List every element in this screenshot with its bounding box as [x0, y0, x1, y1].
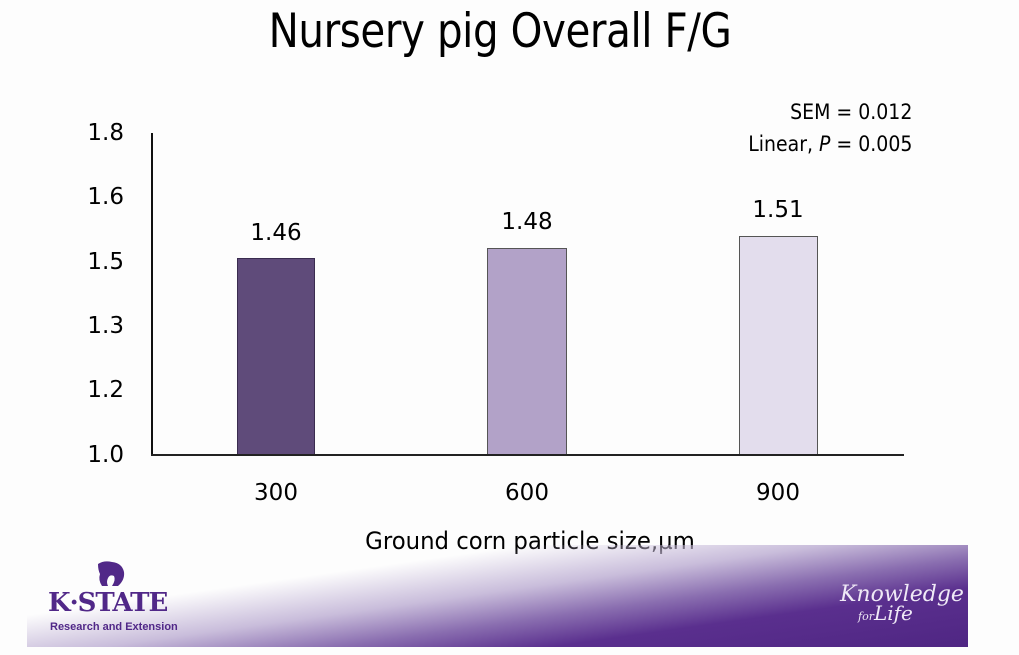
logo-subtitle: Research and Extension	[50, 621, 178, 633]
tagline-life: Life	[873, 601, 913, 625]
y-tick: 1.8	[87, 120, 124, 146]
tagline-for-life: forLife	[858, 601, 964, 625]
footer-band	[27, 545, 968, 647]
linear-p-label: Linear, P = 0.005	[748, 128, 912, 160]
y-tick: 1.5	[87, 249, 124, 275]
x-tick: 600	[505, 480, 549, 506]
x-axis	[151, 454, 904, 456]
y-axis	[151, 133, 153, 455]
y-tick: 1.2	[87, 377, 124, 403]
bar-value-label: 1.46	[250, 220, 302, 246]
bar-600	[487, 248, 567, 455]
tagline-knowledge: Knowledge	[840, 582, 964, 607]
bar-value-label: 1.48	[501, 209, 553, 235]
y-tick: 1.3	[87, 313, 124, 339]
x-tick: 900	[756, 480, 800, 506]
kstate-logo: K·STATE Research and Extension	[48, 560, 188, 640]
bar-value-label: 1.51	[752, 197, 804, 223]
y-tick: 1.6	[87, 184, 124, 210]
stats-annotation: SEM = 0.012 Linear, P = 0.005	[730, 96, 912, 160]
chart-title: Nursery pig Overall F/G	[268, 4, 732, 59]
sem-label: SEM = 0.012	[789, 100, 912, 124]
wildcat-icon	[98, 561, 125, 586]
tagline: Knowledge forLife	[840, 582, 964, 625]
y-tick: 1.0	[87, 442, 124, 468]
tagline-for: for	[858, 610, 874, 623]
linear-prefix: Linear,	[747, 132, 819, 156]
p-value: = 0.005	[830, 132, 912, 156]
bar-300	[237, 258, 315, 455]
bar-900	[739, 236, 818, 455]
logo-wordmark: K·STATE	[48, 588, 168, 618]
p-symbol: P	[818, 132, 831, 156]
x-tick: 300	[254, 480, 298, 506]
